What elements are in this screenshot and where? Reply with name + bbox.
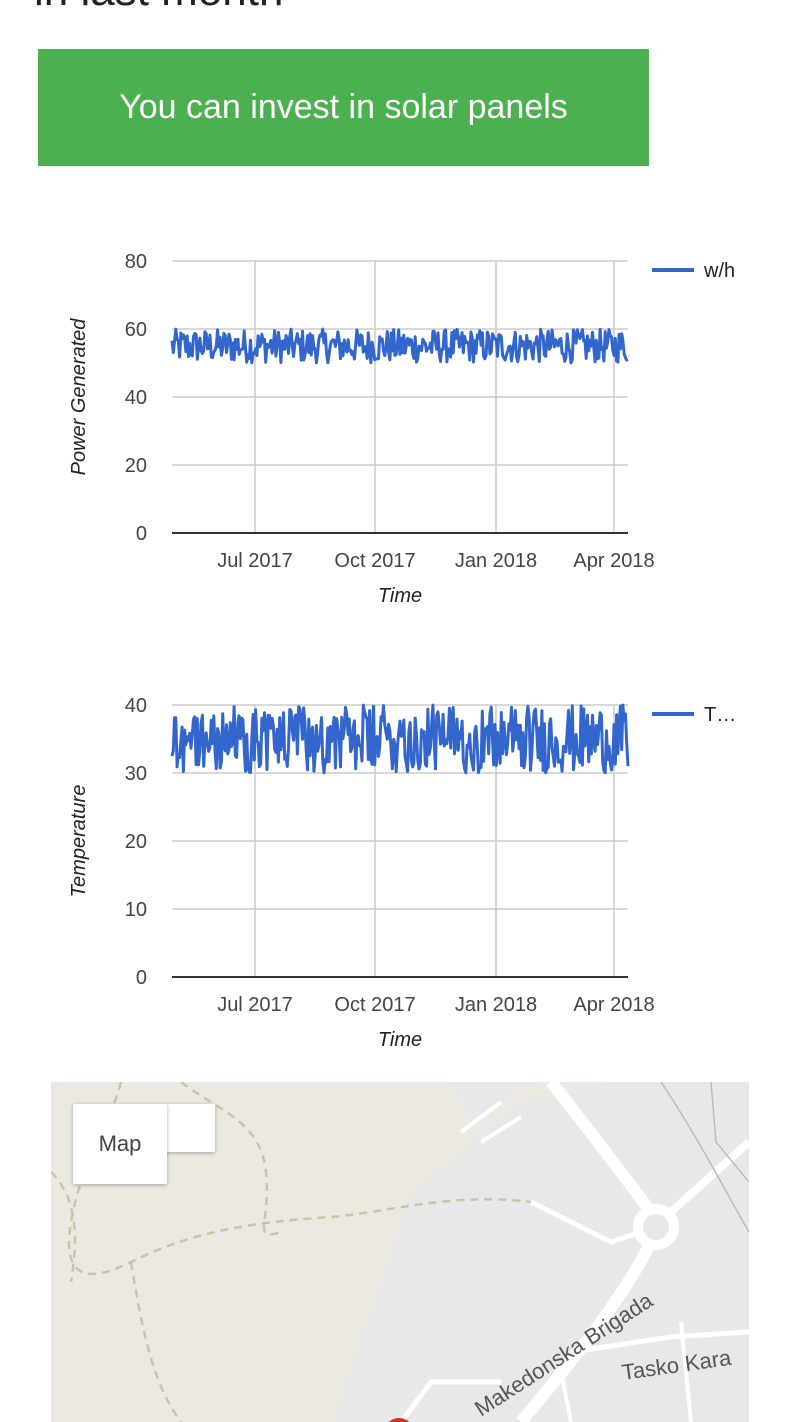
y-axis-title: Power Generated: [68, 318, 90, 476]
map-type-control: Map: [73, 1104, 215, 1184]
trail-path: [51, 1171, 77, 1283]
y-tick-label: 40: [125, 387, 147, 409]
y-tick-label: 20: [125, 455, 147, 477]
road-makedonska: [516, 1239, 657, 1422]
road: [546, 1082, 656, 1216]
y-tick-label: 0: [136, 967, 147, 989]
temperature-chart-svg: 0 10 20 30 40 Jul 2017 Oct 2017 Jan 2018 Apr 201…: [68, 695, 736, 1051]
y-tick-label: 60: [125, 319, 147, 341]
road-tasko: [570, 1329, 749, 1355]
urban-area-top: [451, 1082, 531, 1122]
series-line: [170, 327, 629, 365]
map-type-button[interactable]: Map: [73, 1104, 167, 1184]
x-tick-label: Oct 2017: [334, 994, 415, 1016]
y-tick-label: 30: [125, 763, 147, 785]
legend-label: w/h: [703, 260, 735, 282]
temperature-chart: 0 10 20 30 40 Jul 2017 Oct 2017 Jan 2018 Apr 201…: [0, 684, 800, 1064]
x-tick-label: Jul 2017: [217, 994, 293, 1016]
y-axis-title: Temperature: [68, 785, 90, 898]
railway: [710, 1082, 749, 1183]
power-chart: 0 20 40 60 80 Jul 2017 Oct 2017 Jan 2018 Apr 201…: [0, 240, 800, 620]
map[interactable]: Makedonska Brigada Tasko Kara Map: [51, 1082, 749, 1422]
series-line: [170, 703, 630, 775]
banner-text: You can invest in solar panels: [119, 88, 568, 126]
x-axis-title: Time: [378, 585, 422, 607]
road: [559, 1321, 693, 1422]
x-tick-label: Jul 2017: [217, 550, 293, 572]
y-tick-label: 10: [125, 899, 147, 921]
power-chart-svg: 0 20 40 60 80 Jul 2017 Oct 2017 Jan 2018 Apr 201…: [68, 251, 735, 607]
trail-path: [129, 1261, 183, 1422]
satellite-type-button[interactable]: [165, 1104, 215, 1152]
x-tick-label: Apr 2018: [573, 994, 654, 1016]
x-tick-label: Jan 2018: [455, 994, 537, 1016]
y-tick-label: 80: [125, 251, 147, 273]
x-tick-label: Jan 2018: [455, 550, 537, 572]
road: [459, 1100, 523, 1144]
x-tick-label: Apr 2018: [573, 550, 654, 572]
railway: [660, 1082, 749, 1233]
y-tick-label: 0: [136, 523, 147, 545]
urban-area: [331, 1082, 749, 1422]
y-tick-label: 40: [125, 695, 147, 717]
y-tick-label: 20: [125, 831, 147, 853]
recommendation-banner: You can invest in solar panels: [38, 49, 649, 166]
roundabout: [633, 1204, 679, 1250]
road: [668, 1139, 749, 1215]
x-tick-label: Oct 2017: [334, 550, 415, 572]
road: [399, 1379, 501, 1422]
legend-label: T…: [704, 704, 736, 726]
road: [529, 1199, 642, 1245]
page-heading: in last month: [34, 0, 283, 16]
x-axis-title: Time: [378, 1029, 422, 1051]
map-pin-icon[interactable]: [383, 1418, 415, 1422]
trail-path: [180, 1082, 282, 1236]
